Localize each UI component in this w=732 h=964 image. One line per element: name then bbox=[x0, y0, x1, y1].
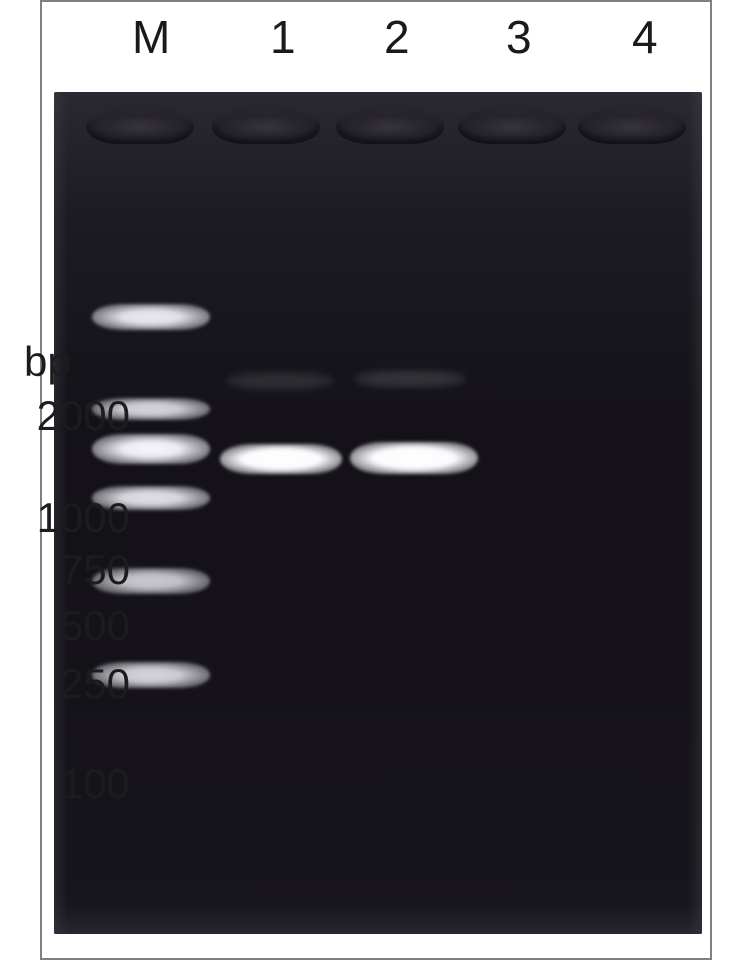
bp-label-1000: 1000 bbox=[0, 494, 130, 542]
sample-band-lane2 bbox=[350, 442, 478, 474]
figure-frame: M 1 2 3 4 bbox=[40, 0, 712, 960]
well-marker bbox=[86, 110, 194, 144]
lane-label-4: 4 bbox=[632, 10, 658, 64]
ladder-band-2000 bbox=[92, 304, 210, 330]
lane-label-marker: M bbox=[132, 10, 170, 64]
bp-label-750: 750 bbox=[0, 546, 130, 594]
lane-label-2: 2 bbox=[384, 10, 410, 64]
bp-label-250: 250 bbox=[0, 660, 130, 708]
bp-label-500: 500 bbox=[0, 602, 130, 650]
lane-label-3: 3 bbox=[506, 10, 532, 64]
faint-band-lane1 bbox=[226, 372, 334, 390]
gel-edge-right bbox=[688, 92, 702, 934]
well-lane-3 bbox=[458, 110, 566, 144]
well-lane-4 bbox=[578, 110, 686, 144]
lane-labels-row: M 1 2 3 4 bbox=[42, 10, 710, 80]
gel-edge-bottom bbox=[54, 904, 702, 934]
sample-band-lane1 bbox=[220, 444, 342, 474]
well-lane-2 bbox=[336, 110, 444, 144]
bp-label-2000: 2000 bbox=[0, 392, 130, 440]
well-row bbox=[54, 110, 702, 156]
well-lane-1 bbox=[212, 110, 320, 144]
gel-image bbox=[54, 92, 702, 934]
bp-unit-label: bp bbox=[24, 338, 71, 386]
bp-label-100: 100 bbox=[0, 760, 130, 808]
faint-band-lane2 bbox=[354, 370, 466, 388]
lane-label-1: 1 bbox=[270, 10, 296, 64]
